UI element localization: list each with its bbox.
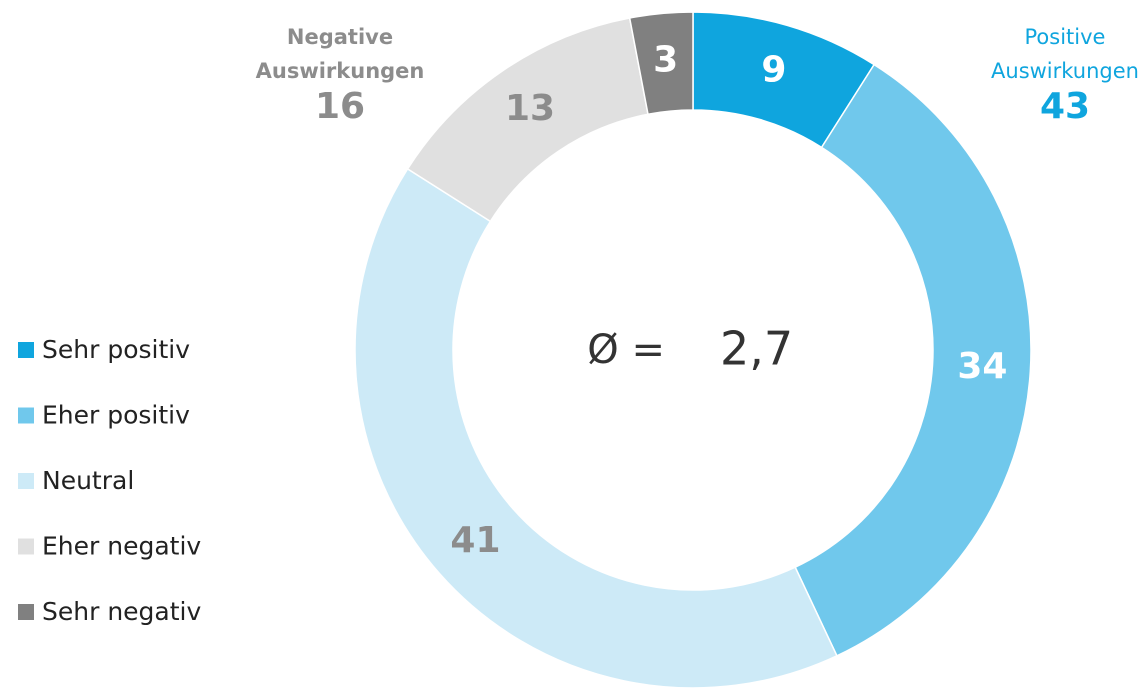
donut-segment: [354, 167, 838, 688]
annotation-label: Auswirkungen: [256, 59, 425, 83]
legend-swatch: [18, 604, 34, 620]
annotation-label: Auswirkungen: [991, 59, 1139, 83]
legend-label: Eher positiv: [42, 401, 190, 430]
legend-label: Neutral: [42, 466, 134, 495]
legend-swatch: [18, 342, 34, 358]
data-label: 13: [505, 88, 555, 129]
data-label: 41: [450, 520, 500, 561]
legend-label: Eher negativ: [42, 532, 201, 561]
legend-swatch: [18, 473, 34, 489]
annotation-label: Negative: [287, 25, 393, 49]
data-label: 34: [957, 346, 1007, 387]
annotation-label: Positive: [1025, 25, 1106, 49]
legend-label: Sehr positiv: [42, 335, 190, 364]
data-label: 9: [761, 50, 786, 91]
donut-segment: [794, 63, 1032, 657]
center-symbol: Ø =: [587, 327, 665, 373]
data-label: 3: [653, 39, 678, 80]
donut-segment: [628, 11, 694, 116]
center-value: 2,7: [720, 322, 793, 376]
annotation-value: 16: [315, 86, 365, 127]
annotation-value: 43: [1040, 86, 1090, 127]
legend-label: Sehr negativ: [42, 597, 201, 626]
legend-swatch: [18, 407, 34, 424]
legend-swatch: [18, 538, 34, 555]
